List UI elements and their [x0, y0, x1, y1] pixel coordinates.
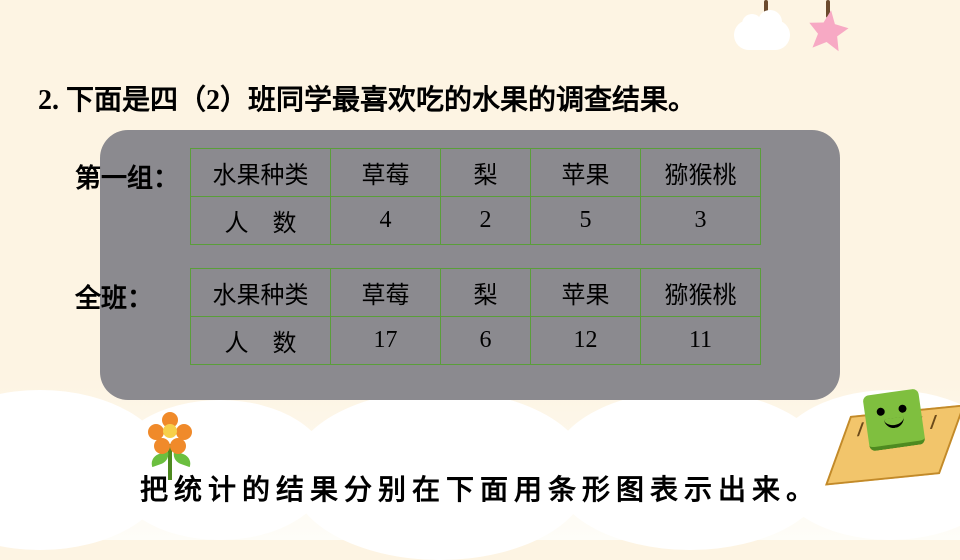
table-whole-class: 水果种类 草莓 梨 苹果 猕猴桃 人 数 17 6 12 11 — [190, 268, 761, 365]
header-count: 人 数 — [191, 317, 331, 365]
label-group1: 第一组： — [75, 158, 179, 195]
cell-value: 5 — [531, 197, 641, 245]
cell-value: 11 — [641, 317, 761, 365]
table-row: 人 数 4 2 5 3 — [191, 197, 761, 245]
header-fruit: 苹果 — [531, 269, 641, 317]
cell-value: 4 — [331, 197, 441, 245]
question-text: 2. 下面是四（2）班同学最喜欢吃的水果的调查结果。 — [38, 78, 696, 118]
header-fruit: 草莓 — [331, 149, 441, 197]
header-count: 人 数 — [191, 197, 331, 245]
table-row: 水果种类 草莓 梨 苹果 猕猴桃 — [191, 149, 761, 197]
header-fruit: 苹果 — [531, 149, 641, 197]
table-row: 人 数 17 6 12 11 — [191, 317, 761, 365]
table-group1: 水果种类 草莓 梨 苹果 猕猴桃 人 数 4 2 5 3 — [190, 148, 761, 245]
cell-value: 17 — [331, 317, 441, 365]
header-category: 水果种类 — [191, 269, 331, 317]
header-fruit: 梨 — [441, 269, 531, 317]
header-fruit: 猕猴桃 — [641, 149, 761, 197]
book-character-icon — [830, 360, 950, 480]
cell-value: 3 — [641, 197, 761, 245]
header-category: 水果种类 — [191, 149, 331, 197]
label-whole-class: 全班： — [75, 278, 153, 315]
header-fruit: 梨 — [441, 149, 531, 197]
flower-icon — [140, 410, 200, 480]
cell-value: 2 — [441, 197, 531, 245]
header-fruit: 猕猴桃 — [641, 269, 761, 317]
hanging-decor — [710, 0, 890, 70]
cell-value: 6 — [441, 317, 531, 365]
header-fruit: 草莓 — [331, 269, 441, 317]
table-row: 水果种类 草莓 梨 苹果 猕猴桃 — [191, 269, 761, 317]
cell-value: 12 — [531, 317, 641, 365]
